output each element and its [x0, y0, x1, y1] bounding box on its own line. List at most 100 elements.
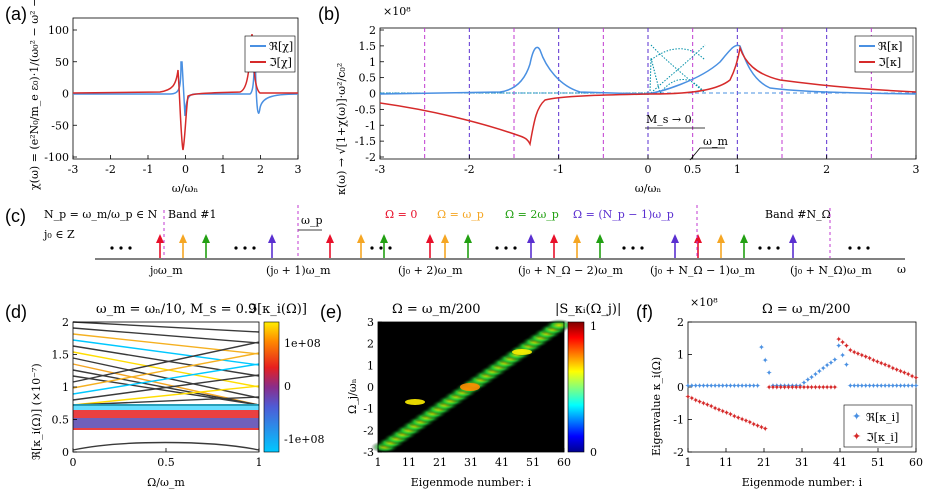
panel-a-xtick-4: 1 [220, 163, 227, 176]
svg-text:✦: ✦ [808, 373, 815, 382]
panel-f-xtick-1: 11 [719, 456, 733, 469]
svg-text:✦: ✦ [793, 383, 800, 392]
panel-e-xlabel: Eigenmode number: i [411, 476, 532, 489]
svg-text:✦: ✦ [828, 383, 835, 392]
svg-text:✦: ✦ [685, 381, 692, 390]
panel-c-bandN: Band #N_Ω [765, 208, 831, 221]
svg-text:✦: ✦ [731, 412, 738, 421]
panel-f-legend: ✦ ✦ ℜ[κ_i] ℑ[κ_i] [843, 404, 913, 448]
panel-a-imag-curve [72, 33, 298, 151]
svg-text:✦: ✦ [797, 383, 804, 392]
svg-text:✦: ✦ [886, 381, 893, 390]
panel-f-ytick-0: 2 [677, 316, 684, 329]
svg-text:✦: ✦ [762, 356, 769, 365]
svg-text:✦: ✦ [692, 381, 699, 390]
svg-text:✦: ✦ [704, 401, 711, 410]
svg-text:✦: ✦ [851, 381, 858, 390]
panel-d-bottom-band [72, 441, 260, 451]
svg-text:✦: ✦ [831, 383, 838, 392]
svg-text:✦: ✦ [874, 357, 881, 366]
panel-d-title: ω_m = ωₙ/10, M_s = 0.9 [96, 302, 256, 317]
panel-f-points: ✦✦✦✦✦✦✦✦✦✦✦✦✦✦✦✦✦✦✦✦✦✦✦✦✦✦✦✦✦✦✦✦✦✦✦✦✦✦✦✦… [685, 335, 920, 434]
svg-text:✦: ✦ [719, 381, 726, 390]
panel-f-letter: (f) [636, 302, 653, 322]
svg-text:✦: ✦ [816, 383, 823, 392]
svg-text:✦: ✦ [909, 372, 916, 381]
panel-a-letter: (a) [5, 4, 27, 24]
panel-c-freq-0: j₀ω_m [148, 264, 183, 277]
panel-b-ytick-2: 1 [369, 56, 376, 69]
svg-text:✦: ✦ [866, 354, 873, 363]
panel-f-xtick-3: 31 [795, 456, 809, 469]
panel-c-omega2p: Ω = 2ω_p [505, 208, 559, 221]
panel-f-xtick-6: 60 [909, 456, 923, 469]
panel-c-freq-1: (j₀ + 1)ω_m [266, 264, 331, 277]
svg-text:✦: ✦ [913, 373, 920, 382]
panel-e-xtick-1: 11 [402, 456, 416, 469]
panel-b-dotted-curves [650, 44, 706, 94]
svg-text:✦: ✦ [824, 383, 831, 392]
panel-a-xtick-3: 0 [182, 163, 189, 176]
svg-text:✦: ✦ [862, 353, 869, 362]
panel-f-ytick-4: -2 [673, 446, 684, 459]
panel-a-ylabel: χ(ω) = (e²N₀/m_e ε₀)·1/(ω₀² − ω² − iγ₀ω) [28, 0, 41, 190]
panel-b-imag-curve [379, 45, 917, 147]
panel-b: (b) ×10⁸ -3 -2 -1 0 0.5 1 2 3 21.510.50-0.5-1-1… [318, 4, 920, 195]
panel-d-ytick-4: 0 [62, 446, 69, 459]
svg-text:✦: ✦ [801, 379, 808, 388]
svg-text:✦: ✦ [859, 351, 866, 360]
panel-e-xtick-5: 51 [526, 456, 540, 469]
svg-text:✦: ✦ [735, 413, 742, 422]
svg-text:✦: ✦ [851, 348, 858, 357]
svg-text:✦: ✦ [727, 381, 734, 390]
svg-text:✦: ✦ [804, 376, 811, 385]
svg-text:✦: ✦ [852, 430, 861, 443]
panel-f: (f) ×10⁸ Ω = ω_m/200 1 11 21 31 41 51 60 210-1… [636, 296, 923, 489]
panel-b-ytick-3: 0.5 [359, 72, 377, 85]
panel-f-xtick-2: 21 [757, 456, 771, 469]
panel-a-xtick-2: -1 [143, 163, 154, 176]
panel-c-freq-5: (j₀ + N_Ω)ω_m [790, 264, 872, 277]
svg-text:✦: ✦ [878, 359, 885, 368]
panel-b-annot-ms: M_s → 0 [646, 113, 692, 126]
panel-c: (c) N_p = ω_m/ω_p ∈ N j₀ ∈ Z Band #1 Ban… [5, 205, 906, 277]
panel-e-yticks: 3 2 1 0 -1 -2 -3 [363, 316, 382, 459]
svg-text:✦: ✦ [866, 381, 873, 390]
panel-c-freq-2: (j₀ + 2)ω_m [398, 264, 463, 277]
panel-d-ytick-0: 2 [62, 316, 69, 329]
svg-text:✦: ✦ [754, 381, 761, 390]
panel-c-j0-def: j₀ ∈ Z [42, 228, 75, 241]
svg-text:✦: ✦ [743, 417, 750, 426]
svg-text:✦: ✦ [905, 381, 912, 390]
panel-a: (a) -3 -2 -1 0 1 2 3 100 50 0 -50 -100 ℜ[χ] ℑ[χ] ω… [5, 0, 302, 195]
svg-text:✦: ✦ [843, 361, 850, 370]
svg-text:✦: ✦ [704, 381, 711, 390]
svg-text:✦: ✦ [820, 383, 827, 392]
panel-c-band1: Band #1 [168, 208, 216, 221]
panel-e-ytick-1: 2 [367, 338, 374, 351]
svg-text:✦: ✦ [700, 399, 707, 408]
panel-a-yticks: 100 50 0 -50 -100 [44, 24, 77, 164]
panel-b-ytick-1: 1.5 [359, 40, 377, 53]
panel-d: (d) ω_m = ωₙ/10, M_s = 0.9 ℑ[κ_i(Ω)] 0 0.… [5, 302, 324, 489]
panel-e-xtick-3: 31 [464, 456, 478, 469]
panel-b-xlabel: ω/ωₙ [635, 182, 662, 195]
svg-text:✦: ✦ [870, 356, 877, 365]
panel-e: (e) Ω = ω_m/200 |S_κᵢ(Ω_j)| 1 11 21 31 41 51 6… [320, 302, 621, 489]
panel-c-axis-label: ω [897, 263, 906, 276]
panel-b-xtick-4: 0.5 [684, 163, 702, 176]
panel-b-xtick-0: -3 [375, 163, 386, 176]
panel-c-np-def: N_p = ω_m/ω_p ∈ N [44, 208, 158, 221]
panel-c-omega0: Ω = 0 [385, 208, 417, 221]
panel-b-legend-imag: ℑ[κ] [878, 56, 901, 69]
svg-text:✦: ✦ [913, 381, 920, 390]
panel-a-xtick-1: -2 [105, 163, 116, 176]
svg-text:✦: ✦ [886, 362, 893, 371]
svg-text:✦: ✦ [812, 370, 819, 379]
panel-e-xticks: 1 11 21 31 41 51 60 [375, 448, 571, 469]
svg-text:✦: ✦ [712, 381, 719, 390]
panel-b-xtick-7: 3 [913, 163, 920, 176]
svg-text:✦: ✦ [855, 349, 862, 358]
panel-b-yticks: 2 1.5 1 0.5 0 -0.5 -1 -1.5 -2 [355, 24, 384, 164]
panel-a-real-curve [73, 41, 299, 117]
